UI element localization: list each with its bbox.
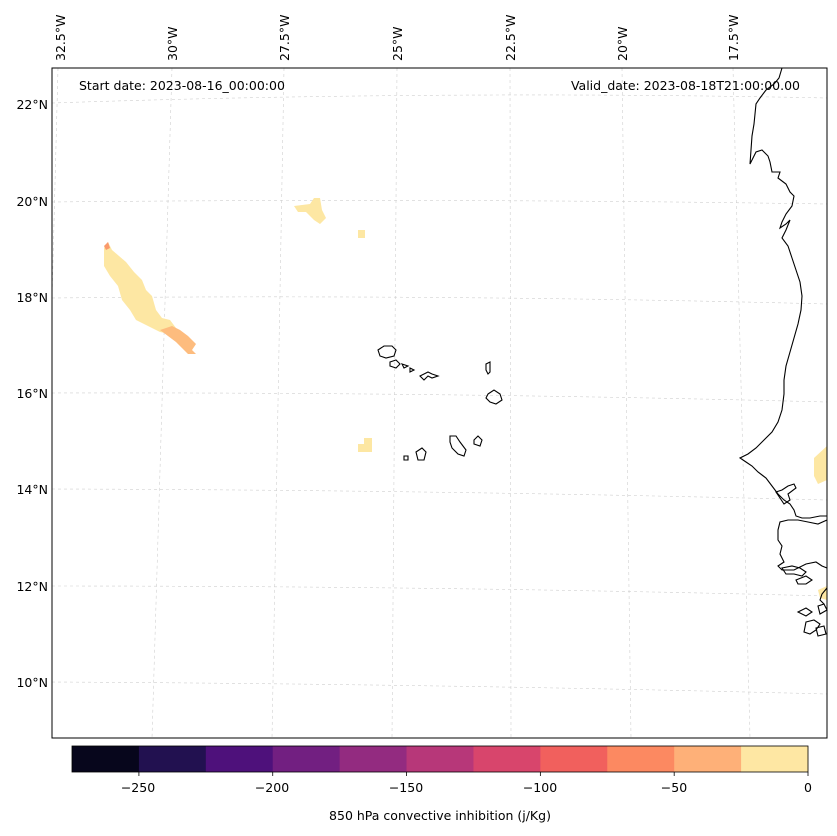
gridline-lat-10: [51, 681, 828, 695]
map-frame: [51, 67, 828, 739]
colorbar-swatch: [741, 746, 809, 772]
lon-label-25: 25°W: [390, 26, 405, 61]
sao-nicolau: [419, 371, 440, 381]
guinea-bissau-coast: [777, 519, 828, 571]
colorbar-swatch: [138, 746, 207, 772]
branco-raso: [409, 367, 416, 373]
map-background: [52, 68, 827, 738]
lat-label-14: 14°N: [16, 482, 48, 497]
colorbar-swatch: [272, 746, 341, 772]
lon-label-30: 30°W: [165, 26, 180, 61]
gridline-lon-25: [391, 67, 398, 739]
colorbar-swatch: [540, 746, 608, 772]
gridline-lat-12: [51, 585, 828, 597]
lon-label-27-5: 27.5°W: [277, 14, 292, 61]
lat-label-22: 22°N: [16, 97, 48, 112]
santiago: [449, 435, 467, 457]
gridline-lat-22: [51, 94, 828, 104]
brava: [403, 455, 409, 461]
maio: [473, 435, 483, 447]
colorbar-tick-label: −200: [254, 780, 290, 795]
cin-patch-east: [814, 446, 827, 484]
colorbar-swatch: [607, 746, 675, 772]
lat-label-12: 12°N: [16, 579, 48, 594]
gambia-coast: [775, 483, 797, 505]
santo-antao: [377, 345, 397, 359]
gridline-lon-17-5: [732, 67, 751, 739]
colorbar-tick-label: −250: [120, 780, 156, 795]
cin-patch-south: [358, 438, 372, 452]
coastlines: [377, 67, 828, 637]
gridline-lat-14: [51, 488, 828, 501]
gridline-lon-30: [151, 67, 173, 739]
cin-fields: [104, 198, 827, 600]
bissau-islands: [781, 565, 813, 585]
colorbar-tick-label: −50: [660, 780, 688, 795]
cin-patch-west-edge: [104, 242, 110, 250]
lat-label-20: 20°N: [16, 194, 48, 209]
boa-vista: [485, 389, 503, 405]
valid-date-annotation: Valid_date: 2023-08-18T21:00:00.00: [570, 78, 800, 93]
lat-label-18: 18°N: [16, 290, 48, 305]
santa-luzia: [400, 363, 410, 369]
lon-label-22-5: 22.5°W: [503, 14, 518, 61]
fogo: [415, 447, 427, 461]
guinea-coast: [819, 587, 828, 605]
gridline-lon-20: [621, 67, 632, 739]
africa-coastline: [738, 67, 827, 519]
gridline-lon-32-5: [51, 67, 59, 301]
colorbar-swatch: [205, 746, 274, 772]
colorbar-swatch: [674, 746, 742, 772]
gridline-lat-18: [51, 296, 828, 305]
gridline-lon-22-5: [509, 67, 512, 739]
cin-patch-west-band: [104, 242, 176, 334]
gridline-lat-20: [51, 200, 828, 205]
lat-label-10: 10°N: [16, 675, 48, 690]
cin-patch-small-1: [358, 230, 365, 238]
colorbar-swatch: [473, 746, 541, 772]
lon-label-32-5: 32.5°W: [53, 14, 68, 61]
gridline-lat-16: [51, 392, 828, 403]
gridline-lon-27-5: [271, 67, 285, 739]
colorbar-tick-label: −150: [388, 780, 424, 795]
lat-label-16: 16°N: [16, 386, 48, 401]
lon-label-20: 20°W: [615, 26, 630, 61]
lon-label-17-5: 17.5°W: [726, 14, 741, 61]
colorbar-label: 850 hPa convective inhibition (j/Kg): [329, 808, 551, 823]
colorbar-border: [71, 745, 809, 773]
start-date-annotation: Start date: 2023-08-16_00:00:00: [79, 78, 285, 93]
colorbar-swatch: [72, 746, 140, 772]
cin-patch-north: [294, 198, 326, 224]
colorbar: [71, 745, 809, 776]
graticule: [51, 67, 828, 739]
sao-vicente: [389, 359, 401, 369]
colorbar-swatch: [339, 746, 408, 772]
cin-patch-west-tail: [160, 326, 196, 354]
colorbar-tick-label: 0: [804, 780, 812, 795]
colorbar-swatch: [406, 746, 474, 772]
sal: [485, 361, 491, 375]
colorbar-tick-label: −100: [522, 780, 558, 795]
